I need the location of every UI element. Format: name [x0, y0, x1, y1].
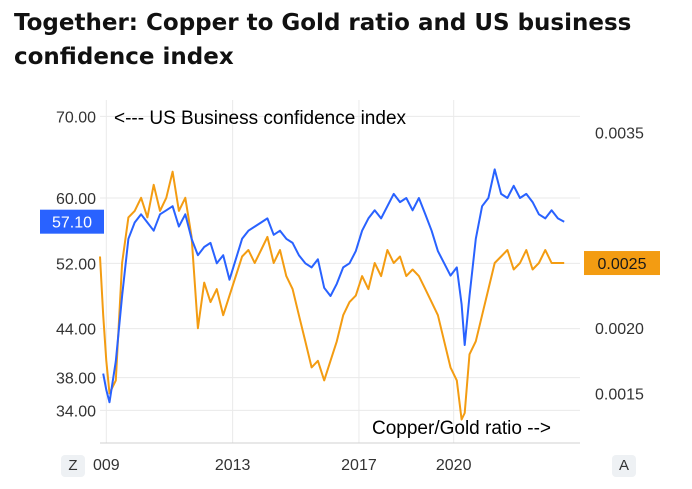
x-tick-label: 2013	[215, 457, 251, 474]
left-tick-label: 52.00	[56, 256, 96, 273]
copper-gold-ratio-line	[99, 170, 565, 421]
right-tick-label: 0.0015	[595, 386, 644, 403]
series-lines	[99, 168, 565, 421]
x-tick-label: 2020	[436, 457, 472, 474]
right-scale-button[interactable]: A	[612, 455, 636, 477]
x-axis: 009 2013 2017 2020	[93, 457, 472, 474]
right-last-value-text: 0.0025	[598, 256, 647, 273]
left-last-value-text: 57.10	[52, 215, 92, 232]
chart-title: Together: Copper to Gold ratio and US bu…	[14, 10, 632, 70]
right-tick-label: 0.0020	[595, 321, 644, 338]
right-tick-label: 0.0035	[595, 126, 644, 143]
plot-area	[100, 100, 580, 443]
left-tick-label: 60.00	[56, 191, 96, 208]
business-confidence-line	[102, 168, 565, 404]
left-tick-label: 38.00	[56, 371, 96, 388]
left-tick-label: 70.00	[56, 109, 96, 126]
left-tick-label: 44.00	[56, 322, 96, 339]
x-tick-label: 2017	[341, 457, 377, 474]
left-last-value-badge	[40, 209, 104, 234]
x-tick-label: 009	[93, 457, 120, 474]
left-series-annotation: <--- US Business confidence index	[114, 108, 407, 129]
left-tick-label: 34.00	[56, 403, 96, 420]
left-axis: 70.00 60.00 52.00 44.00 38.00 34.00	[56, 109, 96, 420]
right-last-value-badge	[584, 251, 660, 276]
left-scale-button[interactable]: Z	[61, 455, 85, 477]
last-value-badges: 57.10 0.0025	[40, 209, 660, 276]
right-series-annotation: Copper/Gold ratio -->	[372, 418, 551, 439]
